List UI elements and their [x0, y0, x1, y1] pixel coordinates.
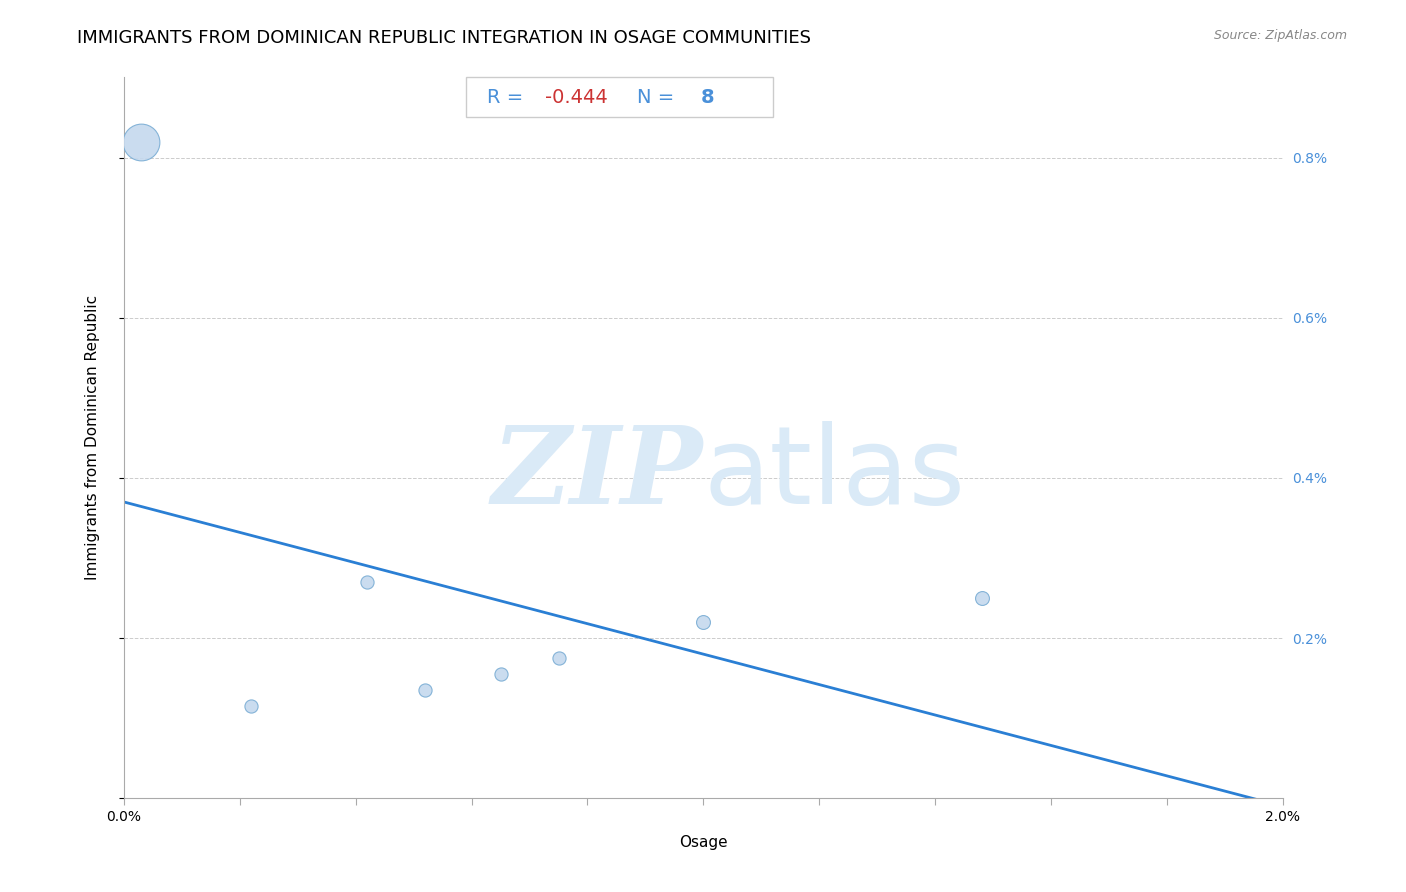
Text: R =: R =: [486, 87, 529, 107]
Point: [489, 667, 512, 681]
Point: [129, 135, 152, 149]
X-axis label: Osage: Osage: [679, 835, 728, 850]
Text: 8: 8: [702, 87, 714, 107]
Point: [547, 651, 569, 665]
Point: [240, 699, 263, 714]
Point: [692, 615, 714, 629]
Point: [970, 591, 993, 605]
FancyBboxPatch shape: [465, 78, 773, 117]
Text: -0.444: -0.444: [544, 87, 607, 107]
Text: Source: ZipAtlas.com: Source: ZipAtlas.com: [1213, 29, 1347, 42]
Point: [413, 683, 436, 698]
Text: N =: N =: [637, 87, 681, 107]
Point: [356, 575, 378, 590]
Text: IMMIGRANTS FROM DOMINICAN REPUBLIC INTEGRATION IN OSAGE COMMUNITIES: IMMIGRANTS FROM DOMINICAN REPUBLIC INTEG…: [77, 29, 811, 46]
Text: ZIP: ZIP: [492, 421, 703, 527]
Text: atlas: atlas: [703, 421, 966, 527]
Y-axis label: Immigrants from Dominican Republic: Immigrants from Dominican Republic: [86, 295, 100, 581]
